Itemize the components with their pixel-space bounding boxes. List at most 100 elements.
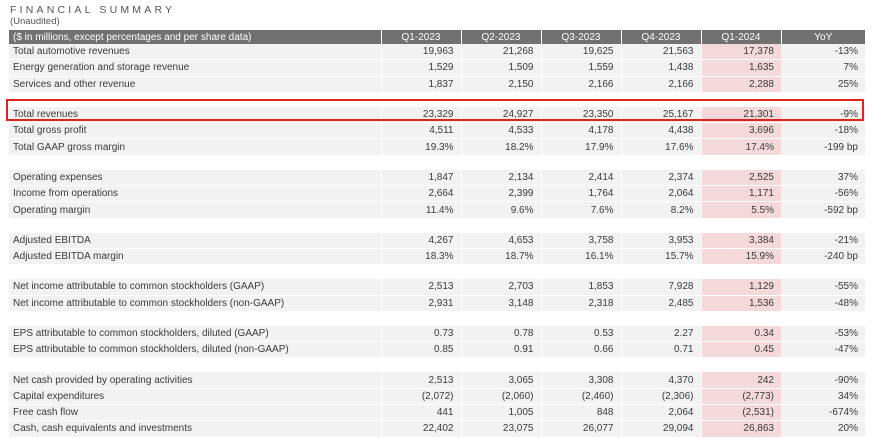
spacer-row (9, 92, 865, 107)
value-cell: 19.3% (380, 138, 461, 156)
table-row: Net cash provided by operating activitie… (9, 372, 865, 389)
value-cell: 4,653 (460, 232, 541, 249)
value-cell: 15.9% (700, 248, 781, 266)
header-label: ($ in millions, except percentages and p… (9, 30, 382, 44)
row-label: Total gross profit (9, 122, 381, 140)
value-cell: 4,370 (620, 372, 701, 389)
value-cell: 0.66 (540, 341, 621, 359)
spacer-row (9, 311, 865, 326)
value-cell: 3,148 (460, 295, 541, 312)
page-title: FINANCIAL SUMMARY (10, 4, 176, 16)
table-row: Capital expenditures (2,072) (2,060) (2,460… (9, 388, 865, 406)
value-cell: (2,306) (620, 388, 701, 406)
yoy-cell: 34% (781, 388, 865, 406)
table-row: Income from operations 2,664 2,399 1,764 2,0… (9, 185, 865, 203)
value-cell: 17,378 (700, 44, 781, 61)
table-row: Total GAAP gross margin 19.3% 18.2% 17.9% 17… (9, 138, 865, 156)
header-yoy: YoY (781, 30, 865, 44)
value-cell: 21,563 (620, 44, 701, 61)
yoy-cell: -13% (781, 44, 865, 61)
table-row: Total gross profit 4,511 4,533 4,178 4,438 3,… (9, 122, 865, 140)
value-cell: 4,511 (380, 122, 461, 140)
value-cell: 25,167 (620, 106, 701, 124)
value-cell: 3,065 (460, 372, 541, 389)
financial-summary-table: ($ in millions, except percentages and p… (9, 30, 865, 438)
header-q3-2023: Q3-2023 (541, 30, 622, 44)
value-cell: 2,166 (620, 76, 701, 93)
value-cell: 242 (700, 372, 781, 389)
spacer-row (9, 264, 865, 280)
header-q1-2023: Q1-2023 (381, 30, 462, 44)
value-cell: 2,134 (460, 169, 541, 187)
row-label: Total GAAP gross margin (9, 138, 381, 156)
value-cell: 2,399 (460, 185, 541, 203)
value-cell: 18.2% (460, 138, 541, 156)
yoy-cell: -47% (781, 341, 865, 359)
table-row: Net income attributable to common stockh… (9, 279, 865, 296)
value-cell: 3,308 (540, 372, 621, 389)
value-cell: (2,773) (700, 388, 781, 406)
value-cell: 3,953 (620, 232, 701, 249)
value-cell: 2,064 (620, 185, 701, 203)
value-cell: 2,513 (380, 372, 461, 389)
value-cell: 3,758 (540, 232, 621, 249)
value-cell: 23,075 (460, 420, 541, 438)
value-cell: 2,525 (700, 169, 781, 187)
yoy-cell: 20% (781, 420, 865, 438)
value-cell: 1,847 (380, 169, 461, 187)
value-cell: 441 (380, 404, 461, 422)
yoy-cell: -55% (781, 279, 865, 296)
value-cell: (2,060) (460, 388, 541, 406)
value-cell: 2,664 (380, 185, 461, 203)
value-cell: 1,853 (540, 279, 621, 296)
header-q2-2023: Q2-2023 (461, 30, 542, 44)
row-label: Net income attributable to common stockh… (9, 279, 381, 296)
header-q4-2023: Q4-2023 (621, 30, 702, 44)
row-label: Net income attributable to common stockh… (9, 295, 381, 312)
row-label: Total revenues (9, 106, 381, 124)
value-cell: 2,513 (380, 279, 461, 296)
row-label: Net cash provided by operating activitie… (9, 372, 381, 389)
yoy-cell: -21% (781, 232, 865, 249)
value-cell: 1,005 (460, 404, 541, 422)
yoy-cell: -9% (781, 106, 865, 124)
row-label: Adjusted EBITDA (9, 232, 381, 249)
spacer-cell (9, 264, 865, 280)
row-label: Free cash flow (9, 404, 381, 422)
value-cell: 4,267 (380, 232, 461, 249)
value-cell: 19,963 (380, 44, 461, 61)
row-label: Energy generation and storage revenue (9, 59, 381, 77)
value-cell: 848 (540, 404, 621, 422)
value-cell: 7,928 (620, 279, 701, 296)
yoy-cell: -90% (781, 372, 865, 389)
value-cell: 9.6% (460, 201, 541, 219)
value-cell: 3,696 (700, 122, 781, 140)
value-cell: 2,414 (540, 169, 621, 187)
row-label: Total automotive revenues (9, 44, 381, 61)
value-cell: 2,064 (620, 404, 701, 422)
row-label: EPS attributable to common stockholders,… (9, 325, 381, 343)
yoy-cell: -53% (781, 325, 865, 343)
yoy-cell: -48% (781, 295, 865, 312)
spacer-cell (9, 92, 865, 107)
value-cell: 19,625 (540, 44, 621, 61)
table-row: Total revenues 23,329 24,927 23,350 25,167 21… (9, 106, 865, 124)
table-header-row: ($ in millions, except percentages and p… (9, 30, 865, 44)
value-cell: 2,318 (540, 295, 621, 312)
value-cell: 3,384 (700, 232, 781, 249)
row-label: Capital expenditures (9, 388, 381, 406)
yoy-cell: -18% (781, 122, 865, 140)
value-cell: 2,485 (620, 295, 701, 312)
value-cell: 0.45 (700, 341, 781, 359)
value-cell: 11.4% (380, 201, 461, 219)
value-cell: 4,178 (540, 122, 621, 140)
row-label: EPS attributable to common stockholders,… (9, 341, 381, 359)
value-cell: 2,288 (700, 76, 781, 93)
spacer-row (9, 357, 865, 373)
value-cell: 1,509 (460, 59, 541, 77)
value-cell: 23,350 (540, 106, 621, 124)
value-cell: 18.7% (460, 248, 541, 266)
yoy-cell: 25% (781, 76, 865, 93)
value-cell: 0.78 (460, 325, 541, 343)
value-cell: 17.9% (540, 138, 621, 156)
